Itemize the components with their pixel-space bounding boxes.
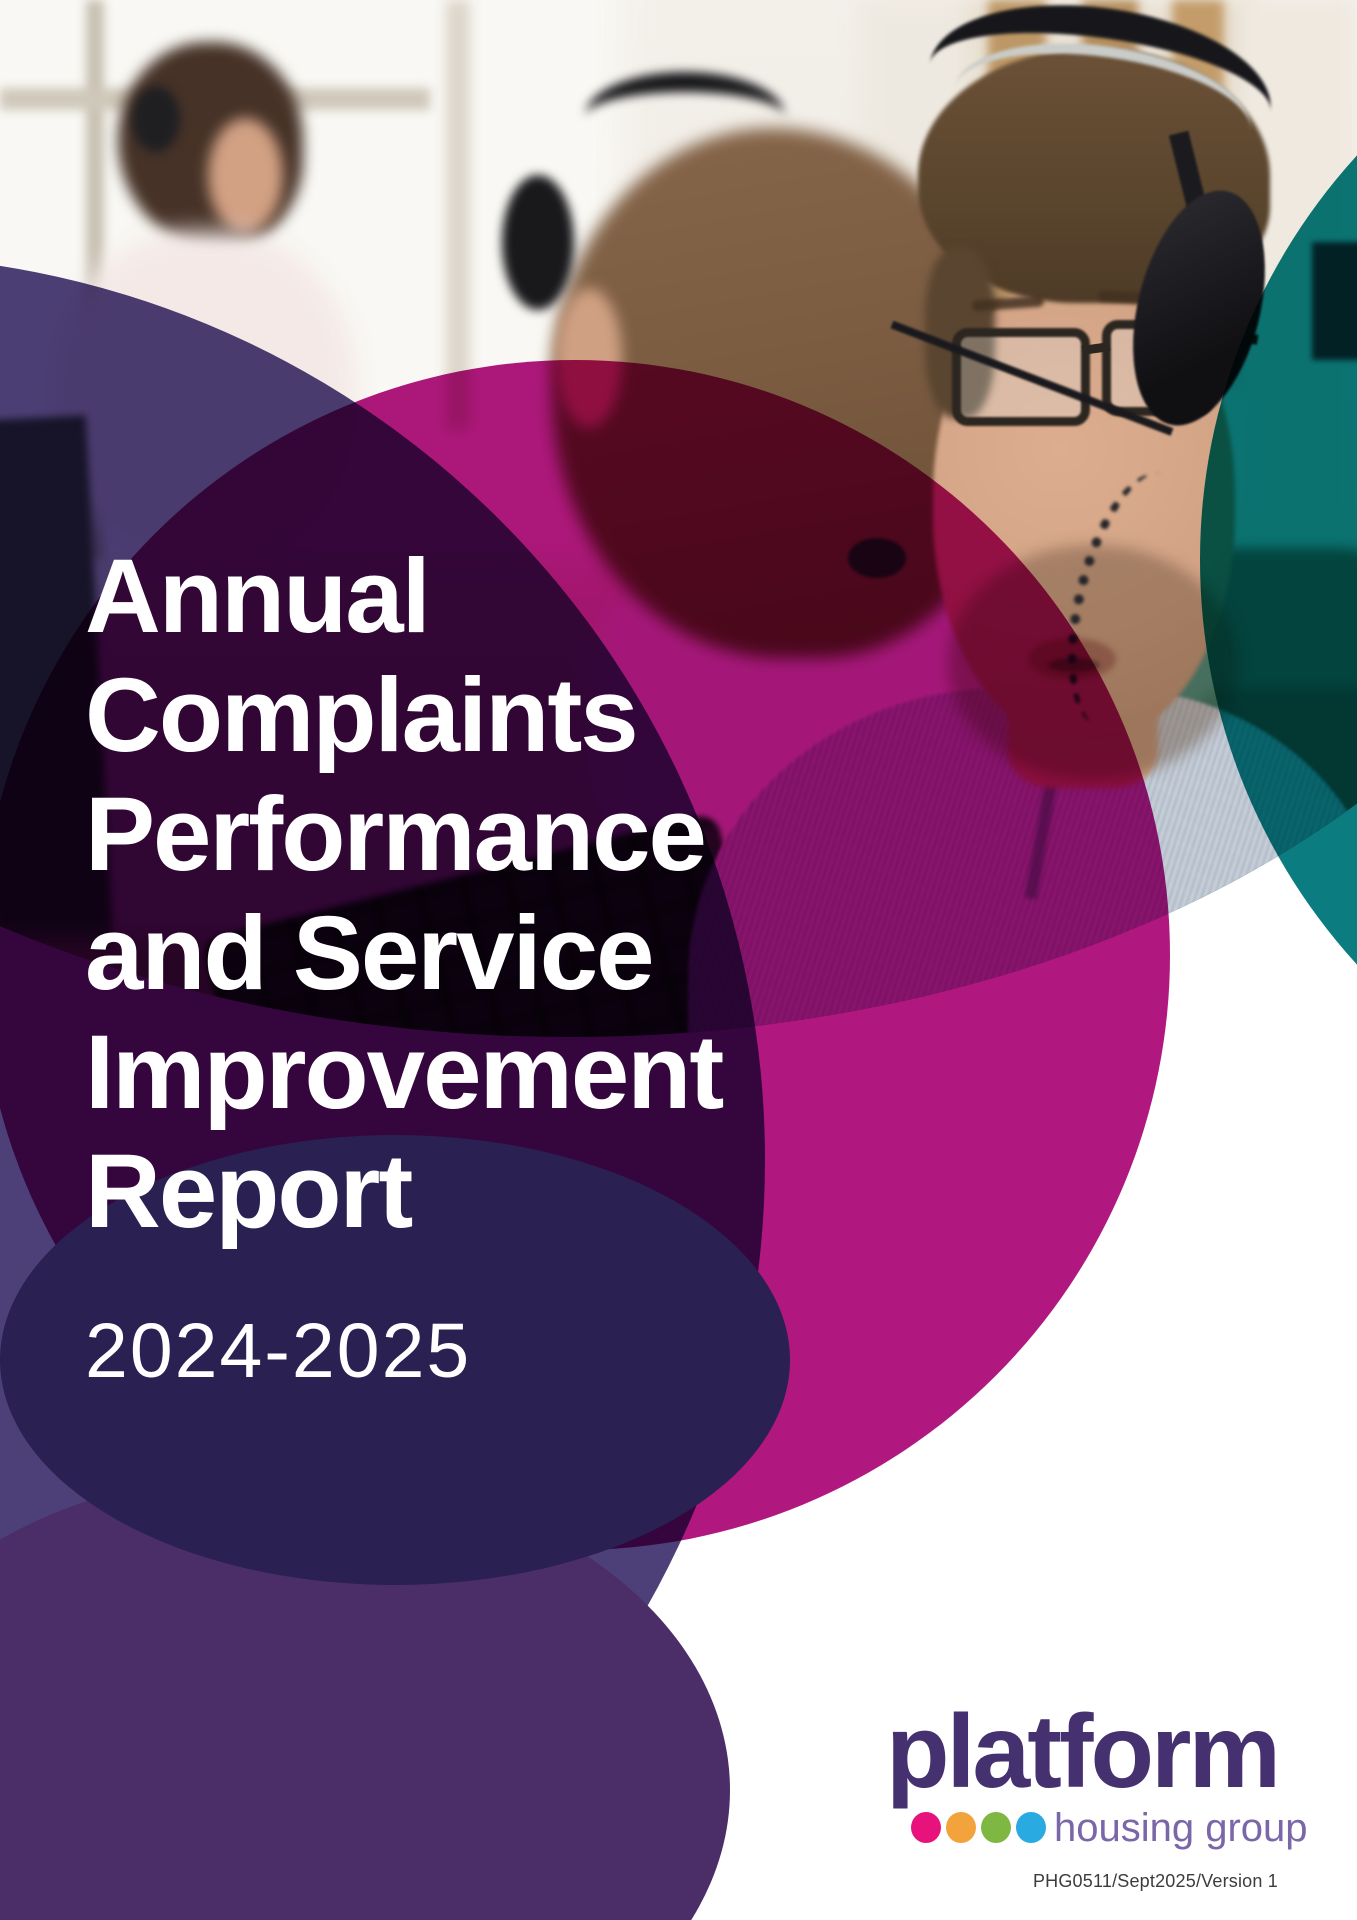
agent-middle-headphones [585,72,785,162]
window-frame [446,0,470,430]
title-line: Annual [85,538,431,655]
logo-dot-blue [1016,1812,1046,1843]
title-line: Performance [85,776,707,893]
title-line: Complaints [85,657,639,774]
logo-tagline: housing group [1054,1806,1308,1850]
report-period: 2024-2025 [85,1308,472,1394]
navy-circle-shape [0,1135,790,1585]
title-line: and Service [85,895,655,1012]
brand-wordmark: platform [886,1694,1281,1810]
agent-left-headset [132,86,180,152]
logo-dots-row [911,1812,1046,1843]
logo-dot-pink [911,1812,941,1843]
agent-left-face [208,118,283,233]
logo-dot-orange [946,1812,976,1843]
document-code: PHG0511/Sept2025/Version 1 [1032,1871,1278,1891]
title-line: Report [85,1133,413,1250]
agent-middle-headphones [502,175,574,310]
title-line: Improvement [85,1014,724,1131]
page-title: Annual Complaints Performance and Servic… [85,537,724,1251]
logo-dot-green [981,1812,1011,1843]
